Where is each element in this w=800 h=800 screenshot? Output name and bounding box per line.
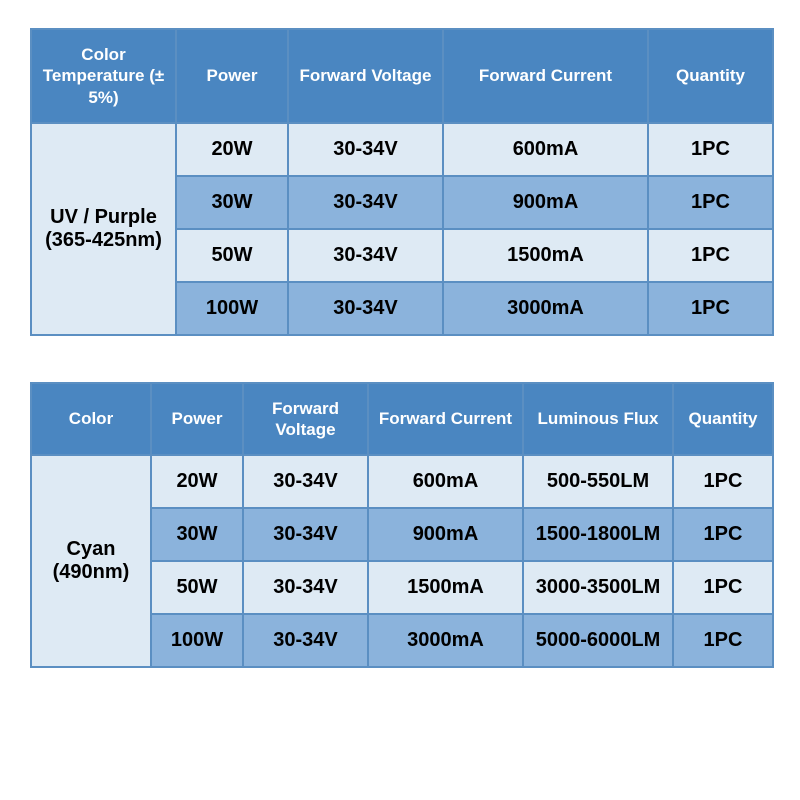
cell-voltage: 30-34V [243, 455, 368, 508]
cell-power: 100W [151, 614, 243, 667]
group-label-line2: (490nm) [53, 561, 130, 583]
cell-qty: 1PC [648, 176, 773, 229]
cell-voltage: 30-34V [288, 123, 443, 176]
col-header-quantity: Quantity [648, 29, 773, 123]
table-gap [30, 336, 770, 382]
table-row: Cyan (490nm) 20W 30-34V 600mA 500-550LM … [31, 455, 773, 508]
cell-qty: 1PC [673, 561, 773, 614]
group-label-line1: Cyan [67, 538, 116, 560]
cell-power: 20W [151, 455, 243, 508]
col-header-quantity: Quantity [673, 383, 773, 456]
col-header-power: Power [176, 29, 288, 123]
cell-flux: 500-550LM [523, 455, 673, 508]
cell-qty: 1PC [648, 282, 773, 335]
col-header-forward-voltage: Forward Voltage [288, 29, 443, 123]
cell-qty: 1PC [648, 123, 773, 176]
cell-current: 900mA [368, 508, 523, 561]
cell-voltage: 30-34V [243, 614, 368, 667]
cell-current: 1500mA [368, 561, 523, 614]
cell-current: 600mA [443, 123, 648, 176]
cell-qty: 1PC [673, 614, 773, 667]
col-header-forward-current: Forward Current [443, 29, 648, 123]
cell-voltage: 30-34V [243, 508, 368, 561]
cell-power: 50W [176, 229, 288, 282]
cell-current: 3000mA [368, 614, 523, 667]
cell-current: 900mA [443, 176, 648, 229]
col-header-color-temp: Color Temperature (± 5%) [31, 29, 176, 123]
cell-voltage: 30-34V [288, 176, 443, 229]
group-label-line2: (365-425nm) [45, 229, 162, 251]
table-header-row: Color Temperature (± 5%) Power Forward V… [31, 29, 773, 123]
spec-table-uv: Color Temperature (± 5%) Power Forward V… [30, 28, 774, 336]
cell-power: 50W [151, 561, 243, 614]
cell-qty: 1PC [648, 229, 773, 282]
col-header-forward-voltage: Forward Voltage [243, 383, 368, 456]
cell-power: 20W [176, 123, 288, 176]
cell-power: 100W [176, 282, 288, 335]
cell-flux: 5000-6000LM [523, 614, 673, 667]
group-label-uv-purple: UV / Purple (365-425nm) [31, 123, 176, 335]
cell-power: 30W [151, 508, 243, 561]
cell-flux: 1500-1800LM [523, 508, 673, 561]
cell-voltage: 30-34V [288, 282, 443, 335]
cell-qty: 1PC [673, 455, 773, 508]
table-row: UV / Purple (365-425nm) 20W 30-34V 600mA… [31, 123, 773, 176]
group-label-cyan: Cyan (490nm) [31, 455, 151, 667]
cell-power: 30W [176, 176, 288, 229]
cell-voltage: 30-34V [243, 561, 368, 614]
col-header-power: Power [151, 383, 243, 456]
cell-current: 1500mA [443, 229, 648, 282]
col-header-luminous-flux: Luminous Flux [523, 383, 673, 456]
cell-flux: 3000-3500LM [523, 561, 673, 614]
cell-current: 600mA [368, 455, 523, 508]
table-header-row: Color Power Forward Voltage Forward Curr… [31, 383, 773, 456]
cell-current: 3000mA [443, 282, 648, 335]
spec-table-cyan: Color Power Forward Voltage Forward Curr… [30, 382, 774, 669]
group-label-line1: UV / Purple [50, 206, 157, 228]
cell-qty: 1PC [673, 508, 773, 561]
col-header-forward-current: Forward Current [368, 383, 523, 456]
col-header-color: Color [31, 383, 151, 456]
cell-voltage: 30-34V [288, 229, 443, 282]
